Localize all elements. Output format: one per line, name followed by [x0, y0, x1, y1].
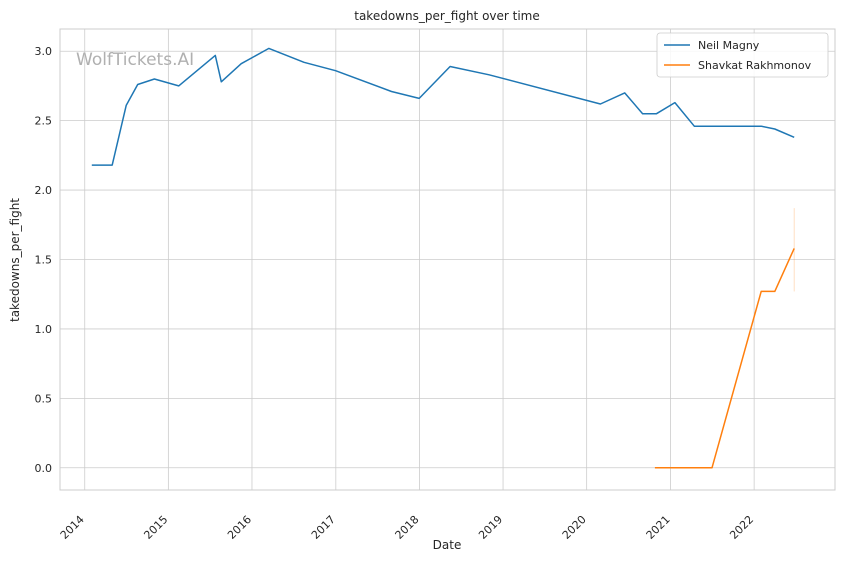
y-tick-label: 3.0	[35, 45, 53, 58]
x-tick-label: 2021	[644, 513, 673, 542]
series-layer	[91, 47, 795, 469]
legend-box	[656, 32, 829, 78]
plot-frame	[59, 28, 836, 491]
x-tick-label: 2015	[141, 513, 170, 542]
x-tick-label: 2019	[476, 513, 505, 542]
y-tick-label: 1.0	[35, 323, 53, 336]
series-line-shavkat-rakhmonov	[654, 248, 795, 469]
y-axis-label: takedowns_per_fight	[8, 198, 22, 322]
y-tick-label: 1.5	[35, 254, 53, 267]
y-tick-label: 0.0	[35, 462, 53, 475]
legend-label-shavkat-rakhmonov: Shavkat Rakhmonov	[698, 59, 812, 72]
legend: Neil Magny Shavkat Rakhmonov	[656, 32, 829, 78]
plot-border	[59, 28, 836, 491]
x-tick-label: 2020	[560, 513, 589, 542]
series-line-neil-magny	[91, 47, 795, 166]
y-tick-label: 2.0	[35, 184, 53, 197]
x-tick-label: 2016	[225, 513, 254, 542]
x-tick-label: 2017	[309, 513, 338, 542]
x-tick-label: 2018	[393, 513, 422, 542]
chart-title: takedowns_per_fight over time	[354, 9, 540, 23]
legend-label-neil-magny: Neil Magny	[698, 39, 760, 52]
watermark-text: WolfTickets.AI	[76, 50, 194, 70]
y-tick-label: 2.5	[35, 115, 53, 128]
x-tick-label: 2014	[58, 513, 87, 542]
x-axis-ticks: 2014 2015 2016 2017 2018 2019 2020 2021 2022	[58, 513, 756, 542]
y-axis-ticks: 0.0 0.5 1.0 1.5 2.0 2.5 3.0	[35, 45, 53, 475]
grid-lines	[60, 29, 835, 490]
y-tick-label: 0.5	[35, 392, 53, 405]
x-axis-label: Date	[433, 538, 462, 552]
x-tick-label: 2022	[727, 513, 756, 542]
